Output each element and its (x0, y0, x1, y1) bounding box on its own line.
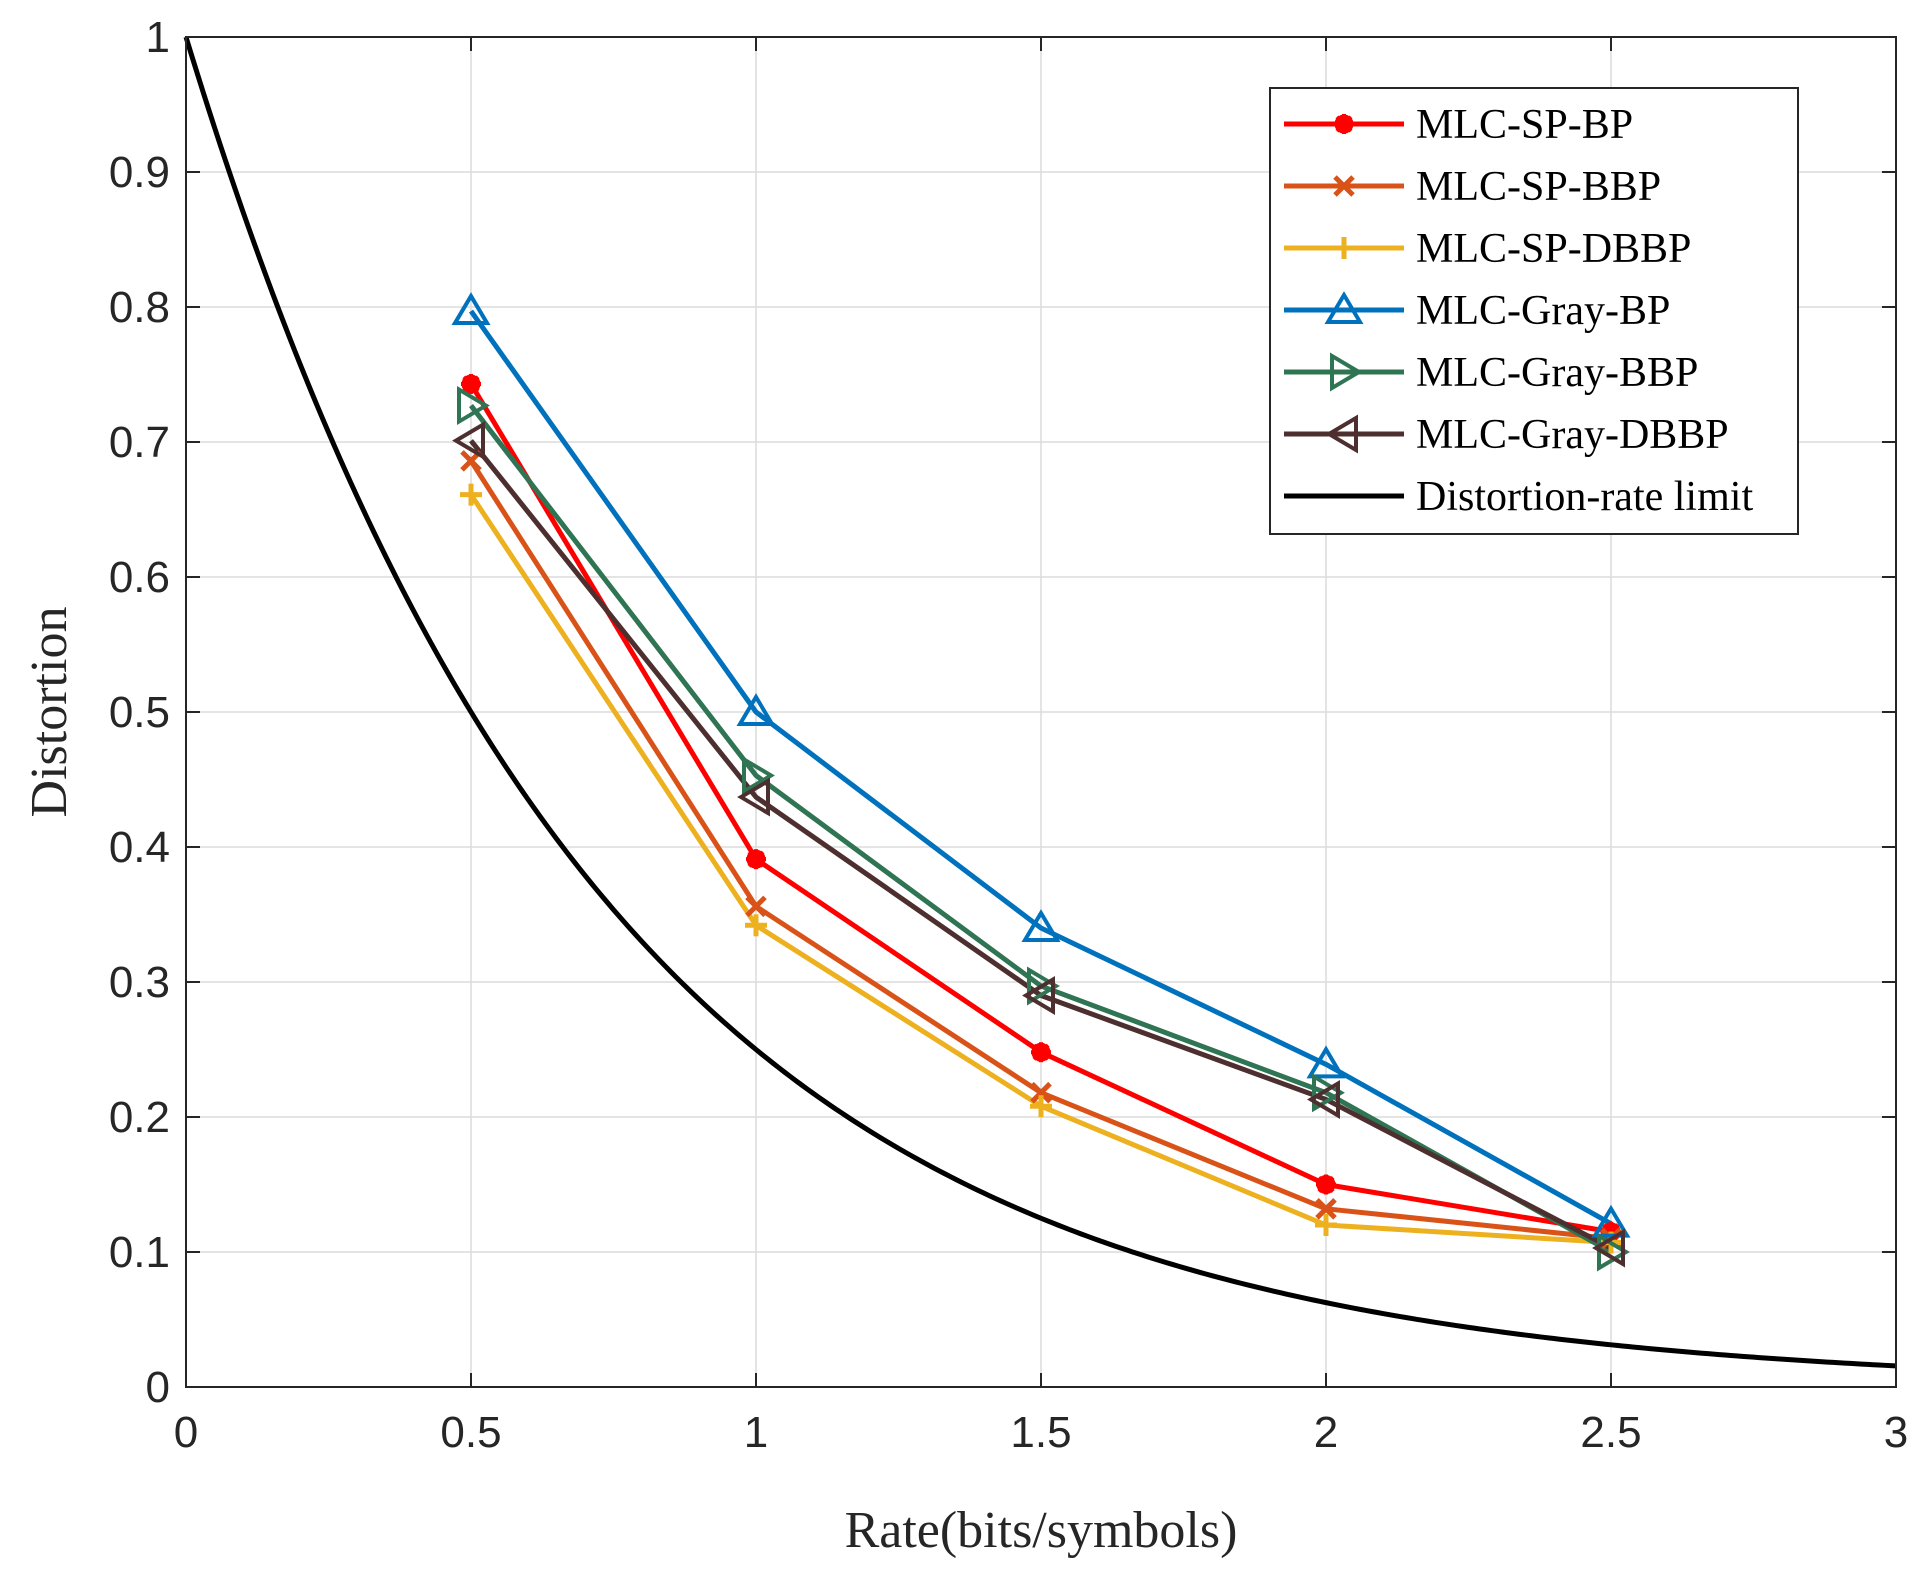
data-point-mlc-gray-bp (1591, 1204, 1631, 1238)
x-tick-label: 1 (744, 1408, 768, 1457)
x-tick-label: 2.5 (1580, 1408, 1641, 1457)
data-point-mlc-gray-bbp (742, 755, 775, 795)
legend-marker (1333, 237, 1355, 259)
x-tick-label: 0.5 (440, 1408, 501, 1457)
plot-markers (451, 292, 1631, 1272)
legend-item-mlc-gray-dbbp: MLC-Gray-DBBP (1284, 412, 1729, 458)
y-tick-label: 0.7 (109, 418, 170, 467)
x-tick-label: 3 (1884, 1408, 1908, 1457)
y-tick-label: 0.1 (109, 1228, 170, 1277)
data-point-mlc-sp-bbp (1315, 1198, 1337, 1220)
data-point-mlc-gray-bp (1021, 909, 1061, 942)
legend-item-mlc-sp-bp: MLC-SP-BP (1284, 102, 1633, 148)
data-point-mlc-sp-bp (461, 373, 481, 394)
legend-marker (1330, 352, 1363, 392)
data-point-mlc-gray-dbbp (1022, 975, 1055, 1016)
data-point-mlc-gray-bp (736, 693, 776, 726)
y-tick-label: 0.2 (109, 1093, 170, 1142)
y-tick-label: 0.9 (109, 148, 170, 197)
data-point-mlc-sp-dbbp (745, 914, 767, 937)
legend-label: MLC-SP-BP (1416, 102, 1633, 148)
legend-item-mlc-sp-bbp: MLC-SP-BBP (1284, 164, 1661, 210)
data-point-mlc-sp-bp (746, 849, 766, 870)
y-tick-label: 0.8 (109, 283, 170, 332)
y-tick-label: 0 (146, 1363, 170, 1412)
y-tick-label: 0.5 (109, 688, 170, 737)
legend-marker (1324, 291, 1364, 324)
data-point-mlc-sp-bp (1316, 1174, 1336, 1195)
legend-item-mlc-gray-bp: MLC-Gray-BP (1284, 288, 1670, 334)
legend-label: MLC-SP-DBBP (1416, 226, 1691, 272)
legend-item-mlc-sp-dbbp: MLC-SP-DBBP (1284, 226, 1691, 272)
series-line-distortion-rate-limit (183, 36, 1897, 1369)
x-tick-label: 2 (1314, 1408, 1338, 1457)
data-point-mlc-gray-dbbp (1592, 1228, 1625, 1268)
data-point-mlc-gray-bp (451, 292, 491, 326)
data-point-mlc-sp-dbbp (1315, 1214, 1337, 1236)
y-axis-label: Distortion (21, 607, 78, 818)
y-tick-label: 1 (146, 13, 170, 62)
x-tick-label: 1.5 (1010, 1408, 1071, 1457)
x-axis-label: Rate(bits/symbols) (845, 1502, 1238, 1559)
legend-item-mlc-gray-bbp: MLC-Gray-BBP (1284, 350, 1698, 396)
legend: MLC-SP-BP MLC-SP-BBP MLC-SP-DBBP MLC-Gray-B… (1269, 87, 1799, 535)
data-point-mlc-gray-bp (1306, 1045, 1346, 1079)
data-point-mlc-sp-bp (1031, 1042, 1051, 1063)
y-tick-label: 0.3 (109, 958, 170, 1007)
legend-marker (1325, 414, 1358, 454)
legend-marker (1333, 175, 1355, 197)
legend-item-distortion-rate-limit: Distortion-rate limit (1284, 474, 1753, 520)
legend-label: MLC-Gray-BP (1416, 288, 1670, 334)
data-point-mlc-gray-bbp (457, 386, 490, 426)
legend-label: Distortion-rate limit (1416, 474, 1753, 520)
data-point-mlc-gray-dbbp (452, 421, 485, 461)
x-tick-label: 0 (174, 1408, 198, 1457)
data-point-mlc-gray-bbp (1027, 966, 1060, 1006)
data-point-mlc-sp-dbbp (460, 483, 482, 506)
data-point-mlc-sp-dbbp (1030, 1095, 1052, 1118)
y-tick-label: 0.6 (109, 553, 170, 602)
data-point-mlc-gray-dbbp (1307, 1079, 1340, 1119)
grid (186, 37, 1896, 1387)
legend-marker (1334, 114, 1354, 134)
data-point-mlc-sp-bbp (1030, 1081, 1052, 1104)
data-point-mlc-gray-dbbp (737, 777, 770, 817)
legend-label: MLC-SP-BBP (1416, 164, 1661, 210)
legend-label: MLC-Gray-BBP (1416, 350, 1698, 396)
data-point-mlc-sp-bbp (745, 895, 767, 918)
axis-ticks: 0 0.5 1 1.5 2 2.5 3 0 0.1 0.2 0.3 0.4 0.5 0.6 0.7 0.8 0.… (109, 13, 1908, 1457)
legend-label: MLC-Gray-DBBP (1416, 412, 1729, 458)
series-line-mlc-gray-bp (468, 309, 1613, 1226)
data-point-mlc-gray-bbp (1312, 1073, 1345, 1113)
y-tick-label: 0.4 (109, 823, 170, 872)
